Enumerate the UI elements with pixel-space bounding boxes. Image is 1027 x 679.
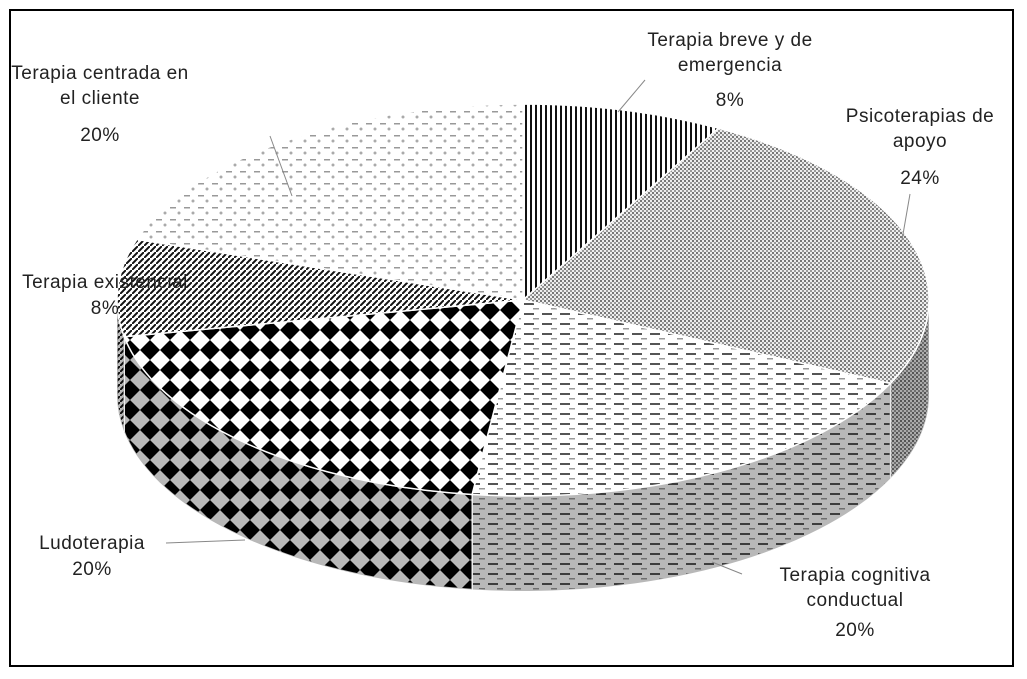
- slice-label: Psicoterapias de apoyo: [845, 106, 995, 152]
- slice-label: Terapia existencial: [22, 272, 188, 293]
- side-shade: [124, 336, 473, 590]
- chart-frame: [9, 9, 1014, 667]
- leader-line: [269, 135, 293, 197]
- slice-label: Terapia breve y de emergencia: [647, 30, 813, 76]
- slice-value-label: 20%: [80, 125, 120, 146]
- side-shade: [472, 383, 891, 591]
- slice: [135, 103, 524, 301]
- leader-line: [901, 193, 911, 241]
- slice: [522, 103, 721, 302]
- slice-label: Terapia centrada en el cliente: [11, 63, 189, 109]
- slice: [123, 299, 524, 496]
- side-shade: [890, 300, 929, 479]
- slice-label: Ludoterapia: [39, 533, 145, 554]
- slice-value-label: 20%: [72, 559, 112, 580]
- slice-value-label: 8%: [90, 298, 120, 319]
- slice-value-label: 8%: [715, 90, 745, 111]
- slice-value-label: 20%: [835, 620, 875, 641]
- leader-line: [711, 561, 743, 575]
- slice: [471, 299, 892, 497]
- leader-line: [165, 539, 246, 544]
- slice-label: Terapia cognitiva conductual: [779, 565, 931, 611]
- slice-value-label: 24%: [900, 168, 940, 189]
- slice: [116, 238, 524, 338]
- leader-line: [617, 79, 646, 113]
- slice: [521, 127, 930, 385]
